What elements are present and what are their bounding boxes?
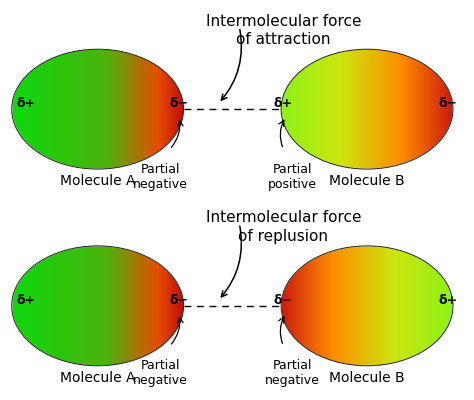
Text: Partial
negative: Partial negative	[265, 359, 320, 387]
Text: δ+: δ+	[438, 294, 457, 307]
Text: δ+: δ+	[16, 97, 36, 110]
Text: Molecule B: Molecule B	[329, 370, 405, 384]
Text: δ+: δ+	[16, 294, 36, 307]
Text: Intermolecular force
of attraction: Intermolecular force of attraction	[206, 14, 361, 47]
Text: Molecule A: Molecule A	[60, 174, 136, 188]
Text: Partial
negative: Partial negative	[133, 359, 188, 387]
Text: δ−: δ−	[169, 97, 189, 110]
Text: δ−: δ−	[274, 294, 293, 307]
Text: δ−: δ−	[169, 294, 189, 307]
Text: δ+: δ+	[274, 97, 293, 110]
Text: Partial
positive: Partial positive	[268, 162, 317, 190]
Text: δ−: δ−	[438, 97, 457, 110]
Text: Molecule B: Molecule B	[329, 174, 405, 188]
Text: Partial
negative: Partial negative	[133, 162, 188, 190]
Text: Molecule A: Molecule A	[60, 370, 136, 384]
Text: Intermolecular force
of replusion: Intermolecular force of replusion	[206, 210, 361, 244]
